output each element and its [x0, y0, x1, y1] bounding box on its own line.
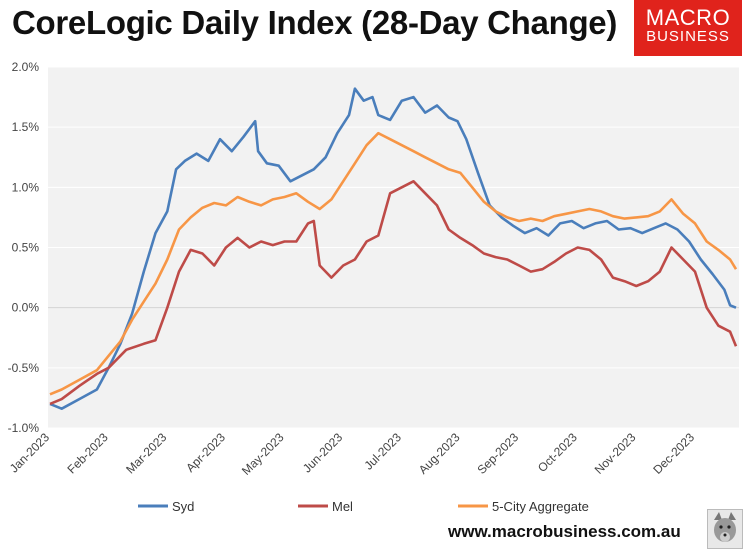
x-tick-label: Dec-2023 — [650, 430, 697, 477]
series-lines — [49, 87, 738, 410]
x-tick-label: Sep-2023 — [474, 430, 521, 477]
series-line-syd — [49, 87, 737, 410]
x-tick-label: Aug-2023 — [416, 430, 463, 477]
y-tick-label: -1.0% — [8, 421, 40, 435]
x-tick-label: Mar-2023 — [123, 430, 169, 476]
x-tick-label: May-2023 — [239, 430, 287, 478]
x-tick-label: Feb-2023 — [65, 430, 111, 476]
logo-line-business: BUSINESS — [646, 28, 730, 45]
y-tick-label: -0.5% — [8, 361, 40, 375]
gridlines — [48, 66, 739, 429]
macrobusiness-logo: MACRO BUSINESS — [634, 0, 742, 56]
wolf-mascot-icon — [707, 509, 743, 549]
legend-label: Mel — [332, 499, 353, 514]
y-tick-label: 1.5% — [12, 120, 40, 134]
legend: Syd Mel 5-City Aggregate — [138, 499, 589, 514]
x-tick-label: Jan-2023 — [7, 430, 53, 476]
legend-label: 5-City Aggregate — [492, 499, 589, 514]
y-tick-label: 1.0% — [12, 180, 40, 194]
x-tick-label: Apr-2023 — [183, 430, 228, 475]
page-title: CoreLogic Daily Index (28-Day Change) — [12, 4, 618, 41]
series-line-mel — [49, 180, 738, 406]
x-tick-label: Jun-2023 — [300, 430, 346, 476]
footer-url[interactable]: www.macrobusiness.com.au — [448, 522, 681, 541]
y-tick-label: 0.5% — [12, 241, 40, 255]
logo-line-macro: MACRO — [645, 5, 731, 30]
x-tick-label: Nov-2023 — [592, 430, 639, 477]
y-tick-label: 2.0% — [12, 60, 40, 74]
x-tick-label: Oct-2023 — [535, 430, 580, 475]
legend-label: Syd — [172, 499, 194, 514]
y-tick-label: 0.0% — [12, 301, 40, 315]
x-axis: Jan-2023 Feb-2023 Mar-2023 Apr-2023 May-2023… — [7, 430, 697, 478]
x-tick-label: Jul-2023 — [361, 430, 404, 473]
series-line-5-city-aggregate — [49, 131, 738, 396]
y-axis: -1.0% -0.5% 0.0% 0.5% 1.0% 1.5% 2.0% — [8, 60, 40, 435]
